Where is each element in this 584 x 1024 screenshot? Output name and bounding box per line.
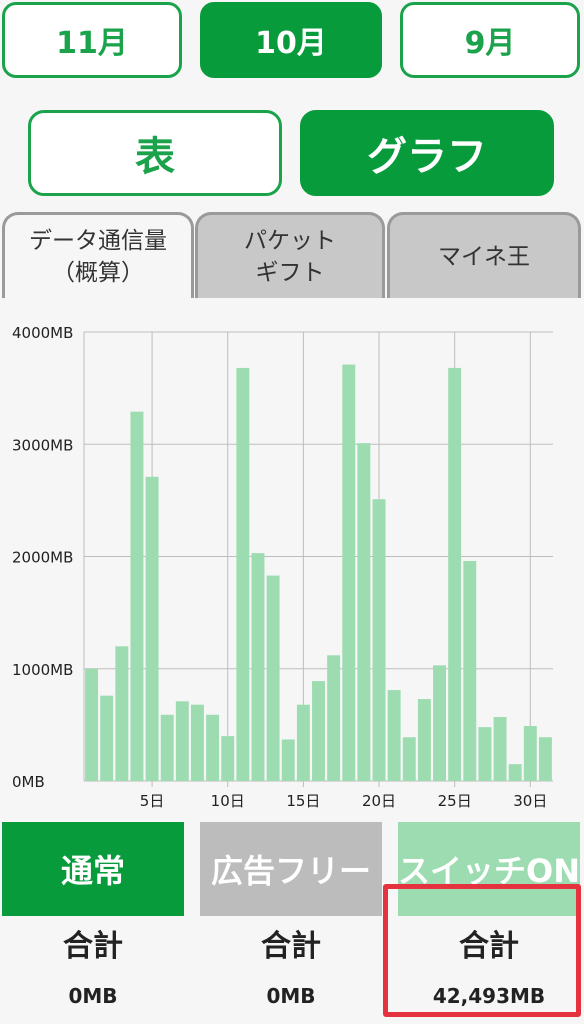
bar-day-25 (448, 367, 462, 781)
bar-day-13 (266, 575, 280, 781)
bar-day-3 (115, 646, 129, 781)
bar-day-11 (236, 367, 250, 781)
summary-normal-label: 合計 (63, 929, 123, 964)
month-button-oct[interactable]: 10月 (200, 2, 382, 78)
tab-packet-gift-line2: ギフト (255, 259, 325, 286)
y-tick-label: 1000MB (12, 661, 73, 679)
bar-day-22 (402, 737, 416, 781)
summary-switch-on-label: 合計 (459, 929, 519, 964)
bar-day-14 (281, 739, 295, 781)
x-tick-label: 15日 (286, 792, 320, 810)
tab-mineo-line1: マイネ王 (438, 243, 530, 270)
y-tick-label: 4000MB (12, 324, 73, 342)
tab-data-usage-line2: （概算） (52, 259, 144, 286)
usage-bar-chart: 0MB 1000MB 2000MB 3000MB 4000MB 5日 10日 15日 20日 25… (12, 324, 553, 810)
bar-day-8 (191, 704, 204, 781)
y-tick-label: 3000MB (12, 436, 73, 454)
tab-packet-gift-line1: パケット (244, 227, 336, 254)
bar-day-9 (206, 714, 220, 781)
x-tick-label: 30日 (513, 792, 547, 810)
bar-day-10 (221, 736, 235, 781)
bar-day-28 (493, 717, 507, 781)
bar-day-26 (463, 560, 477, 781)
graph-view-button[interactable]: グラフ (300, 110, 554, 196)
month-selector: 11月 10月 9月 (0, 2, 584, 78)
bar-day-6 (160, 714, 174, 781)
bar-day-31 (538, 737, 552, 781)
tab-data-usage[interactable]: データ通信量 （概算） (2, 212, 194, 298)
usage-chart: 0MB 1000MB 2000MB 3000MB 4000MB 5日 10日 15日 20日 25… (0, 298, 584, 820)
bar-day-16 (312, 681, 325, 781)
bar-day-5 (145, 476, 159, 781)
summary-ad-free-label: 合計 (261, 929, 321, 964)
summary-normal-title[interactable]: 通常 (2, 822, 184, 916)
x-tick-label: 20日 (362, 792, 396, 810)
bar-day-24 (433, 665, 446, 781)
tab-mineo[interactable]: マイネ王 (387, 212, 581, 298)
highlight-annotation-box (383, 884, 581, 1017)
summary-switch-on-title[interactable]: スイッチON (398, 822, 580, 916)
bar-day-15 (296, 704, 310, 781)
bar-day-27 (478, 727, 492, 781)
table-view-button[interactable]: 表 (28, 110, 282, 196)
summary-ad-free-value: 0MB (266, 984, 316, 1008)
bar-day-21 (387, 690, 401, 781)
summary-ad-free-title[interactable]: 広告フリー (200, 822, 382, 916)
x-tick-label: 25日 (438, 792, 472, 810)
x-tick-label: 5日 (140, 792, 165, 810)
x-tick-label: 10日 (211, 792, 245, 810)
y-tick-label: 2000MB (12, 549, 73, 567)
bar-day-7 (175, 701, 189, 781)
tab-data-usage-line1: データ通信量 (29, 227, 167, 254)
bar-day-23 (417, 699, 431, 781)
month-button-nov[interactable]: 11月 (2, 2, 182, 78)
y-tick-label: 0MB (12, 773, 45, 791)
bar-day-12 (251, 553, 265, 781)
bar-day-2 (100, 695, 114, 781)
bar-day-18 (342, 364, 356, 781)
bar-day-1 (85, 668, 99, 781)
month-button-sep[interactable]: 9月 (400, 2, 580, 78)
bar-day-4 (130, 411, 144, 781)
summary-normal-value: 0MB (68, 984, 118, 1008)
tab-packet-gift[interactable]: パケット ギフト (195, 212, 385, 298)
bar-day-29 (508, 764, 522, 781)
summary-ad-free: 広告フリー 合計 0MB (200, 822, 382, 1024)
summary-switch-on: スイッチON 合計 42,493MB (398, 822, 580, 1024)
summary-switch-on-value: 42,493MB (432, 984, 546, 1008)
bar-day-17 (327, 655, 341, 781)
bar-day-20 (372, 499, 386, 781)
bar-day-19 (357, 443, 371, 781)
summary-normal: 通常 合計 0MB (2, 822, 184, 1024)
bar-day-30 (523, 725, 537, 781)
